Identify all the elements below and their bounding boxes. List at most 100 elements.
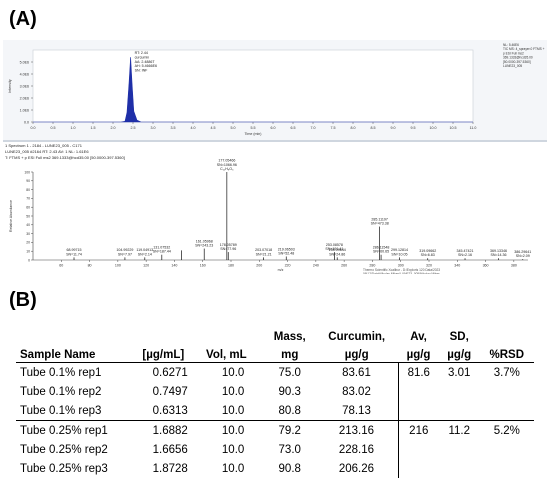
x-tick-label: 1.0 [71,126,76,130]
table-cell: 81.6 [397,362,439,382]
x-tick-label: 300 [398,264,404,268]
y-tick-label: 0 [28,258,30,262]
x-tick-label: 9.5 [411,126,416,130]
software-footer-line: 06\12\Data\Nikolay Mikes\LUNE23_005\Niko… [363,272,440,274]
header-cell: Av, [410,331,427,343]
y-tick-label: 2.0E6 [20,97,29,101]
table-row: Tube 0.1% rep2 0.7497 10.0 90.3 83.02 [16,382,534,401]
x-tick-label: 7.0 [311,126,316,130]
peak-label: SN=2.14 [138,252,152,256]
peak-label: SN=21.21 [256,252,272,256]
x-tick-label: 4.5 [211,126,216,130]
table-cell: 228.16 [338,443,375,456]
software-footer-line: Thermo Scientific Xcalibur - D:\Exploris… [363,268,440,272]
peak-label: 255.09644 [329,248,346,252]
table-row: Tube 0.1% rep1 0.6271 10.0 75.0 83.61 81.6 3.0… [16,362,534,382]
peak-label: 203.07018 [255,248,272,252]
y-tick-label: 10 [26,250,30,254]
peak-label: SN=243.23 [195,244,213,248]
peak-label: 369.13346 [490,249,507,253]
table-cell: 79.2 [264,420,316,440]
x-tick-label: 1.5 [91,126,96,130]
peak-label: SN=187.44 [153,250,171,254]
table-header-row-2: Sample Name [µg/mL] Vol, mL mg µg/g µg/g… [16,344,534,363]
y-tick-label: 30 [26,232,30,236]
x-tick-label: 10.0 [430,126,437,130]
peak-label: SN=10.05 [391,252,407,256]
peak-label: 253.08578 [326,243,343,247]
table-cell [397,382,439,401]
peak-label: 161.05968 [196,239,213,243]
table-cell [480,440,534,459]
table-cell: 10.0 [202,420,265,440]
x-tick-label: 7.5 [331,126,336,130]
panel-label-b: (B) [9,289,37,311]
x-tick-label: 6.0 [271,126,276,130]
y-tick-label: 3.0E6 [20,85,29,89]
table-cell: 213.16 [315,420,399,440]
peak-label: 299.12814 [391,248,408,252]
table-cell: 10.0 [202,362,265,382]
peak-annotation-line: AA: 2.4886T [135,60,156,64]
x-tick-label: 3.5 [171,126,176,130]
x-tick-label: 9.0 [391,126,396,130]
table-cell: 75.0 [264,362,316,382]
y-axis-label: Intensity [8,79,12,93]
header-cell: µg/g [447,349,472,361]
chromatogram-header-line: [50.0000-397.5360] [503,60,531,64]
chromatogram-header-line: NL: 5.46E6 [503,43,519,47]
table-cell [480,382,534,401]
panel-label-a: (A) [9,8,37,30]
peak-label: 386.29641 [514,250,531,254]
chromatogram-chart: 0.0 1.0E6 2.0E6 3.0E6 4.0E6 5.0E6 0.0 0.5 1.0 1.5… [8,43,545,136]
table-row: Tube 0.1% rep3 0.6313 10.0 80.8 78.13 [16,401,534,421]
y-tick-label: 80 [26,188,30,192]
table-row: Tube 0.25% rep2 1.6656 10.0 73.0 228.16 [16,440,534,459]
table-cell: Tube 0.25% rep2 [20,443,108,456]
table-cell: 216 [397,420,439,440]
chromatogram-header-line: 369.1333@hcd35.00 [503,56,533,60]
header-cell: µg/g [344,349,369,361]
table-cell: 3.7% [479,362,534,382]
header-cell: Vol, mL [206,349,247,361]
x-tick-label: 380 [511,264,517,268]
x-tick-label: 10.5 [450,126,457,130]
plot-area [32,49,474,123]
table-cell: 0.6271 [138,362,202,382]
peak-annotation-line: curcumin [135,55,150,59]
spectrum-header-line: LUNE23_005 #2164 RT: 2.43 AV: 1 NL: 1.61… [5,149,89,154]
peak-label: 285.11197 [371,217,387,221]
peak-label: SN=77.96 [220,247,236,251]
peak-annotation-line: SN: INF [135,69,149,73]
table-cell: 78.13 [342,404,371,417]
peak-label: 219.06503 [278,247,295,251]
y-tick-label: 4.0E6 [20,73,29,77]
table-cell: Tube 0.1% rep1 [16,362,139,382]
peak-label: SN=2.09 [516,254,530,258]
peak-label: SN=14.36 [490,253,506,257]
x-tick-label: 320 [426,264,432,268]
table-cell [439,382,480,401]
y-tick-label: 0.0 [24,121,29,125]
table-cell: 83.02 [342,385,371,398]
table-cell [397,440,439,459]
x-tick-label: 360 [483,264,489,268]
table-cell [480,401,534,421]
table-cell: 73.0 [278,443,301,456]
peak-label: 286.11548 [373,246,390,250]
x-tick-label: 4.0 [191,126,196,130]
x-tick-label: 220 [285,264,291,268]
header-cell [202,326,264,344]
peak-label: 119.04913 [136,248,153,252]
header-cell: Mass, [273,331,306,343]
header-cell: Curcumin, [328,331,386,343]
x-tick-label: 180 [228,264,234,268]
x-tick-label: 100 [115,264,121,268]
y-tick-label: 50 [26,214,30,218]
header-cell: [µg/mL] [142,349,185,361]
y-tick-label: 60 [26,206,30,210]
table-cell: 10.0 [221,385,245,398]
x-tick-label: 340 [454,264,460,268]
table-cell: 83.61 [315,362,399,382]
x-tick-label: 5.0 [231,126,236,130]
